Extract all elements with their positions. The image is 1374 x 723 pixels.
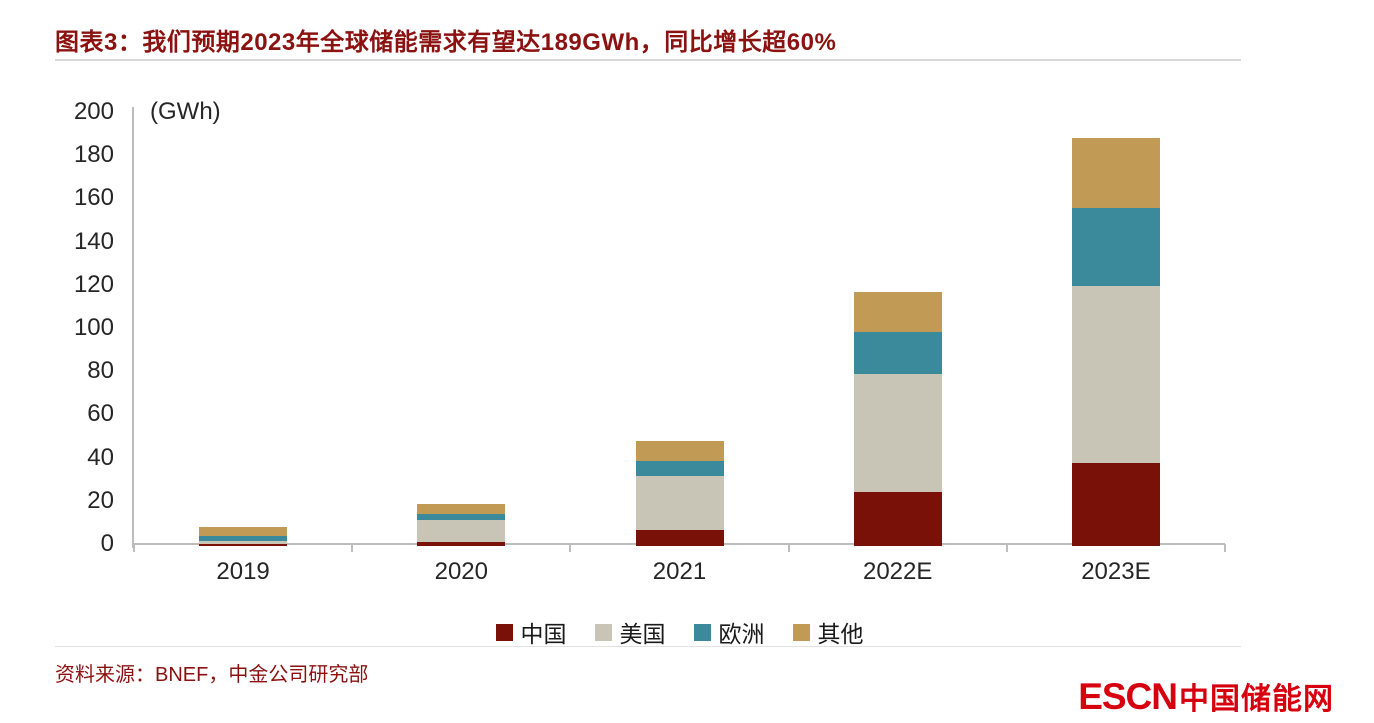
- bar-segment-其他: [853, 292, 942, 333]
- y-tick-label: 40: [87, 443, 114, 471]
- legend-item-其他: 其他: [792, 615, 864, 649]
- legend-swatch-icon: [594, 623, 612, 641]
- escn-logo-text: ESCN: [1078, 676, 1178, 717]
- x-category-label: 2019: [216, 558, 270, 585]
- legend-label: 其他: [817, 621, 864, 647]
- footer-separator-line: [55, 646, 1241, 647]
- y-tick-label: 80: [87, 357, 114, 385]
- bar-segment-美国: [417, 520, 506, 542]
- bar-segment-中国: [199, 543, 288, 546]
- y-tick-label: 60: [87, 400, 114, 428]
- x-category-label: 2021: [652, 558, 707, 585]
- legend-swatch-icon: [693, 623, 711, 641]
- legend-item-欧洲: 欧洲: [693, 615, 765, 649]
- legend-item-美国: 美国: [594, 615, 666, 649]
- x-category-label: 2022E: [862, 558, 933, 585]
- bar-segment-中国: [417, 541, 506, 546]
- bar-segment-美国: [853, 374, 942, 492]
- bar-segment-其他: [1071, 137, 1160, 208]
- bar-segment-中国: [853, 492, 942, 546]
- bar-segment-欧洲: [853, 332, 942, 375]
- bar-segment-美国: [199, 540, 288, 544]
- y-tick-label: 140: [73, 227, 114, 255]
- bar-segment-欧洲: [635, 460, 724, 476]
- x-tick-mark: [569, 544, 572, 552]
- bar-segment-其他: [635, 441, 724, 461]
- legend-swatch-icon: [792, 623, 810, 641]
- chart-title: 图表3：我们预期2023年全球储能需求有望达189GWh，同比增长超60%: [55, 29, 837, 56]
- legend-swatch-icon: [495, 623, 513, 641]
- x-category-label: 2023E: [1081, 558, 1151, 585]
- y-tick-label: 20: [87, 486, 114, 514]
- title-separator-line: [55, 59, 1241, 61]
- bar-segment-其他: [199, 526, 288, 537]
- bar-segment-欧洲: [417, 513, 506, 521]
- y-tick-label: 120: [73, 270, 114, 298]
- legend-item-中国: 中国: [495, 615, 567, 649]
- bar-segment-欧洲: [1071, 207, 1160, 286]
- y-tick-label: 180: [73, 141, 114, 169]
- x-tick-mark: [133, 544, 135, 552]
- x-category-label: 2020: [434, 558, 488, 585]
- escn-logo: ESCN 中国储能网: [1078, 674, 1334, 718]
- x-tick-mark: [1224, 544, 1226, 552]
- y-tick-label: 160: [73, 184, 114, 212]
- bar-segment-美国: [635, 475, 724, 530]
- legend-label: 中国: [520, 621, 567, 647]
- legend-label: 美国: [619, 621, 666, 647]
- x-tick-mark: [1005, 544, 1008, 552]
- y-tick-label: 200: [73, 98, 114, 125]
- x-tick-mark: [351, 544, 354, 552]
- y-axis-unit-label: (GWh): [150, 98, 221, 125]
- x-tick-mark: [787, 544, 790, 552]
- y-tick-label: 0: [100, 530, 114, 557]
- legend-label: 欧洲: [718, 621, 765, 647]
- bar-segment-欧洲: [199, 536, 288, 541]
- y-axis-line: [132, 107, 134, 548]
- chart-legend: 中国 美国 欧洲 其他: [134, 615, 1225, 649]
- y-tick-label: 100: [73, 314, 114, 341]
- bar-segment-中国: [635, 529, 724, 546]
- bar-segment-中国: [1071, 462, 1160, 546]
- bar-segment-美国: [1071, 285, 1160, 463]
- escn-logo-site-name: 中国储能网: [1179, 683, 1334, 716]
- bar-segment-其他: [417, 503, 506, 514]
- source-note: 资料来源：BNEF，中金公司研究部: [55, 664, 369, 686]
